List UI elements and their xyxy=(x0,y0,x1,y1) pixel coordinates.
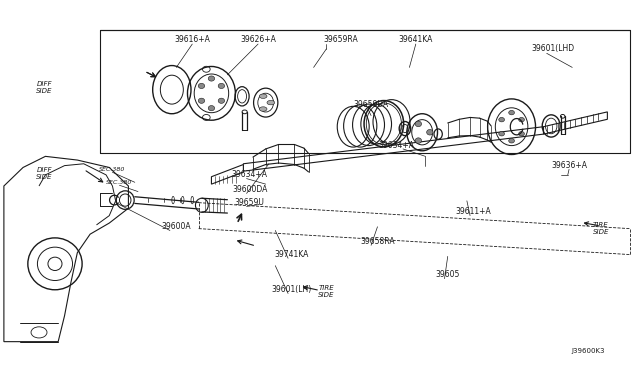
Ellipse shape xyxy=(218,83,225,89)
Ellipse shape xyxy=(198,83,205,89)
Ellipse shape xyxy=(415,121,422,127)
Text: 39636+A: 39636+A xyxy=(551,161,587,170)
Text: 39634+A: 39634+A xyxy=(379,141,415,150)
Text: 39616+A: 39616+A xyxy=(174,35,210,44)
Ellipse shape xyxy=(218,98,225,103)
Ellipse shape xyxy=(415,138,422,143)
Text: 39611+A: 39611+A xyxy=(456,208,491,217)
Text: 39600A: 39600A xyxy=(161,222,191,231)
Ellipse shape xyxy=(509,138,515,143)
Text: SEC.380: SEC.380 xyxy=(106,180,132,185)
Text: 39605: 39605 xyxy=(436,270,460,279)
Ellipse shape xyxy=(208,106,214,111)
Text: 39601(LHD: 39601(LHD xyxy=(532,44,575,53)
Text: TIRE
SIDE: TIRE SIDE xyxy=(318,285,335,298)
Text: 39626+A: 39626+A xyxy=(240,35,276,44)
Circle shape xyxy=(259,94,267,99)
Text: TIRE
SIDE: TIRE SIDE xyxy=(593,222,609,235)
Text: 39658RA: 39658RA xyxy=(360,237,395,246)
Circle shape xyxy=(267,100,275,105)
Ellipse shape xyxy=(518,118,524,122)
Ellipse shape xyxy=(499,118,504,122)
Text: 39659RA: 39659RA xyxy=(323,35,358,44)
Polygon shape xyxy=(211,164,243,184)
Ellipse shape xyxy=(509,110,515,115)
Circle shape xyxy=(259,107,267,111)
Ellipse shape xyxy=(427,129,433,135)
Text: 39659UA: 39659UA xyxy=(353,100,388,109)
Ellipse shape xyxy=(198,98,205,103)
Polygon shape xyxy=(243,127,543,171)
Text: 39634+A: 39634+A xyxy=(232,170,268,179)
Text: 39741KA: 39741KA xyxy=(274,250,308,259)
Text: 39659U: 39659U xyxy=(235,198,265,207)
Text: DIFF
SIDE: DIFF SIDE xyxy=(36,81,52,94)
Text: 39600DA: 39600DA xyxy=(232,185,268,194)
Text: J39600K3: J39600K3 xyxy=(572,348,605,354)
Ellipse shape xyxy=(518,132,524,136)
Text: 39601(LH): 39601(LH) xyxy=(271,285,312,294)
Ellipse shape xyxy=(499,132,504,136)
Polygon shape xyxy=(543,112,607,134)
Text: 39641KA: 39641KA xyxy=(399,35,433,44)
Text: SEC.380: SEC.380 xyxy=(99,167,125,172)
Ellipse shape xyxy=(208,76,214,81)
Text: DIFF
SIDE: DIFF SIDE xyxy=(36,167,52,180)
